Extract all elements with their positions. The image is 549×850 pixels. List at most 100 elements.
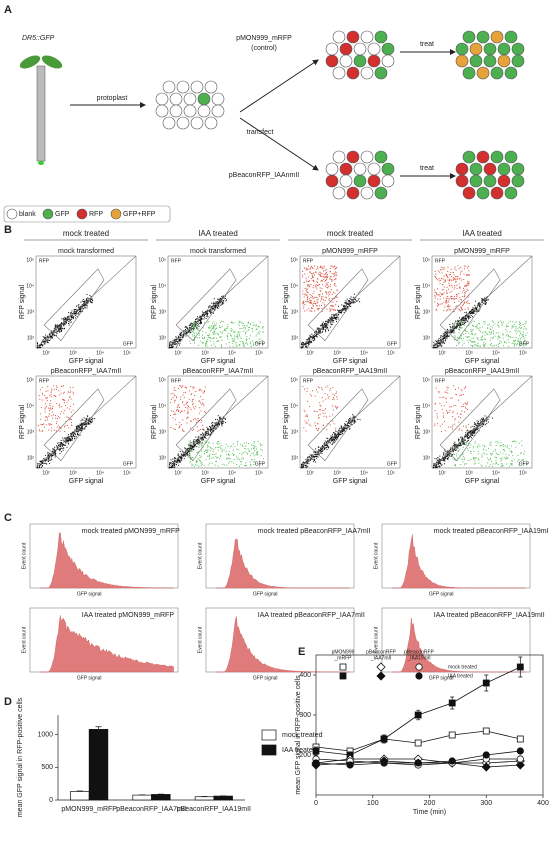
dot (219, 418, 221, 420)
dot (315, 461, 317, 463)
dot (441, 272, 443, 274)
dot (192, 398, 194, 400)
dot (350, 305, 352, 307)
dot (313, 272, 315, 274)
dot (316, 296, 318, 298)
dot (56, 327, 58, 329)
dot (445, 274, 447, 276)
dot (52, 448, 54, 450)
dot (220, 455, 222, 457)
dot (308, 342, 310, 344)
root-tip (38, 161, 44, 165)
dot (466, 274, 468, 276)
dot (526, 332, 528, 334)
dot (441, 464, 443, 466)
dot (437, 302, 439, 304)
legend-box (3, 205, 171, 223)
dot (69, 395, 71, 397)
dot (451, 279, 453, 281)
dot (209, 305, 211, 307)
dot (317, 282, 319, 284)
dot (213, 341, 215, 343)
dot (315, 455, 317, 457)
dot (180, 332, 182, 334)
dot (80, 306, 82, 308)
dot (458, 300, 460, 302)
dot (485, 299, 487, 301)
dot (311, 294, 313, 296)
dot (183, 404, 185, 406)
dot (456, 323, 458, 325)
dot (169, 462, 170, 464)
dot (52, 450, 54, 452)
dot (193, 321, 195, 323)
dot (461, 309, 463, 311)
dot (237, 457, 239, 459)
dot (72, 403, 74, 405)
dot (334, 435, 336, 437)
dot (211, 312, 213, 314)
dot (173, 461, 175, 463)
dot (71, 315, 73, 317)
gate-label: RFP (39, 378, 50, 384)
dot (179, 426, 181, 428)
dot (223, 330, 225, 332)
dot (343, 428, 345, 430)
dot (306, 281, 308, 283)
dot (170, 402, 172, 404)
dot (207, 449, 209, 451)
dot (50, 455, 52, 457)
dot (351, 424, 353, 426)
dot (330, 278, 332, 280)
dot (91, 301, 93, 303)
dot (199, 436, 201, 438)
dot (41, 430, 43, 432)
dot (192, 447, 194, 449)
dot (319, 404, 321, 406)
x-tick-label: 10⁵ (255, 350, 263, 356)
x-tick-label: 10⁵ (519, 350, 527, 356)
dot (468, 284, 470, 286)
dot (329, 270, 331, 272)
dot (460, 271, 462, 273)
dot (62, 444, 64, 446)
dot (459, 325, 461, 327)
dot (41, 344, 43, 346)
dot (450, 268, 452, 270)
dot (71, 312, 73, 314)
dot (51, 335, 53, 337)
dot (433, 346, 434, 348)
dot (194, 337, 196, 339)
dot (489, 328, 491, 330)
dot (173, 466, 175, 468)
dot (446, 273, 448, 275)
dot (255, 448, 257, 450)
dot (87, 421, 89, 423)
dot (213, 298, 215, 300)
dot (179, 334, 181, 336)
dot (206, 314, 208, 316)
dot (334, 433, 336, 435)
dot (194, 324, 196, 326)
dot (251, 459, 253, 461)
dot (47, 337, 49, 339)
dot (472, 313, 474, 315)
dot (434, 291, 436, 293)
dot (40, 345, 42, 347)
dot (212, 303, 214, 305)
dot (227, 324, 229, 326)
dot (452, 271, 454, 273)
dot (336, 437, 338, 439)
dot (346, 423, 348, 425)
dot (59, 417, 61, 419)
dot (217, 307, 219, 309)
dot (169, 464, 170, 466)
dot (442, 458, 444, 460)
dot (315, 286, 317, 288)
dot (465, 319, 467, 321)
dot (66, 438, 68, 440)
dot (44, 395, 46, 397)
dot (457, 447, 459, 449)
dot (334, 434, 336, 436)
dot (57, 446, 59, 448)
